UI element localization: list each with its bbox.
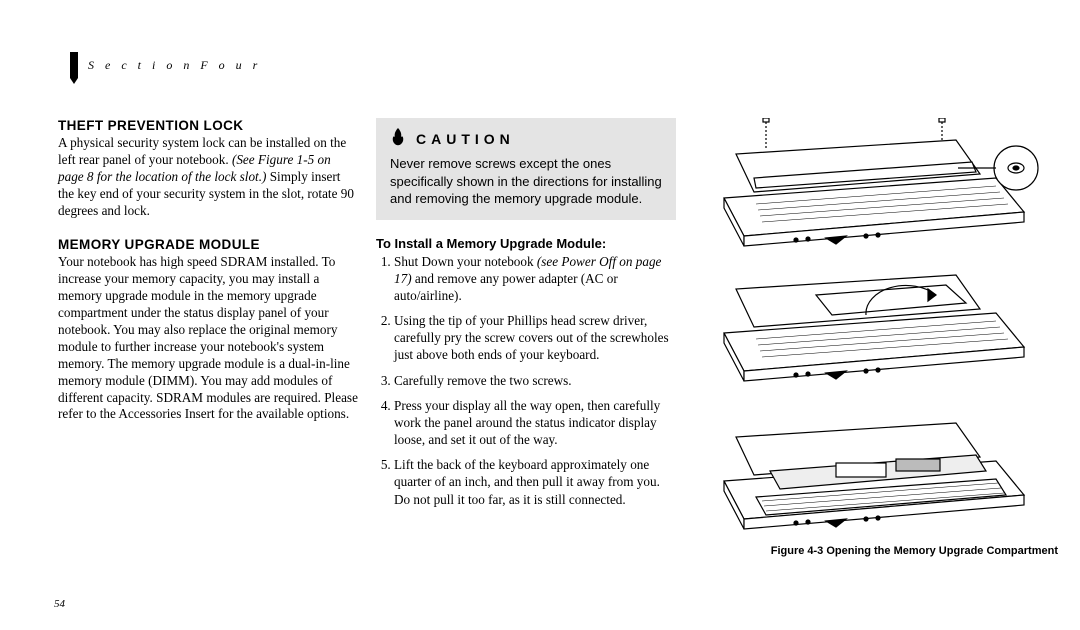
diagram-2: [696, 261, 1056, 391]
install-heading: To Install a Memory Upgrade Module:: [376, 236, 676, 251]
column-1: THEFT PREVENTION LOCK A physical securit…: [58, 118, 358, 580]
install-step-1: Shut Down your notebook (see Power Off o…: [394, 253, 676, 304]
diagram-1: [696, 118, 1056, 253]
memory-block: MEMORY UPGRADE MODULE Your notebook has …: [58, 237, 358, 423]
side-tab-marker: [70, 52, 78, 78]
figure-diagrams: [694, 118, 1058, 539]
install-step-2: Using the tip of your Phillips head scre…: [394, 312, 676, 363]
caution-text: Never remove screws except the ones spec…: [390, 155, 662, 208]
theft-lock-text: A physical security system lock can be i…: [58, 135, 358, 219]
column-2: CAUTION Never remove screws except the o…: [376, 118, 676, 580]
caution-heading-row: CAUTION: [390, 128, 662, 149]
caution-label: CAUTION: [416, 131, 515, 147]
install-step-4: Press your display all the way open, the…: [394, 397, 676, 448]
page: S e c t i o n F o u r 54 THEFT PREVENTIO…: [0, 0, 1080, 630]
install-step-3: Carefully remove the two screws.: [394, 372, 676, 389]
diagram-3: [696, 399, 1056, 539]
content-columns: THEFT PREVENTION LOCK A physical securit…: [58, 118, 1058, 580]
memory-heading: MEMORY UPGRADE MODULE: [58, 237, 358, 252]
theft-lock-block: THEFT PREVENTION LOCK A physical securit…: [58, 118, 358, 219]
page-number: 54: [54, 598, 65, 610]
flame-icon: [390, 128, 406, 149]
memory-text: Your notebook has high speed SDRAM insta…: [58, 254, 358, 423]
caution-box: CAUTION Never remove screws except the o…: [376, 118, 676, 220]
theft-lock-heading: THEFT PREVENTION LOCK: [58, 118, 358, 133]
install-steps: Shut Down your notebook (see Power Off o…: [376, 253, 676, 508]
text-span: and remove any power adapter (AC or auto…: [394, 271, 618, 303]
figure-caption: Figure 4-3 Opening the Memory Upgrade Co…: [694, 545, 1058, 557]
section-label: S e c t i o n F o u r: [88, 58, 261, 73]
text-span: Shut Down your notebook: [394, 254, 537, 269]
install-step-5: Lift the back of the keyboard approximat…: [394, 456, 676, 507]
column-3-figure: Figure 4-3 Opening the Memory Upgrade Co…: [694, 118, 1058, 580]
